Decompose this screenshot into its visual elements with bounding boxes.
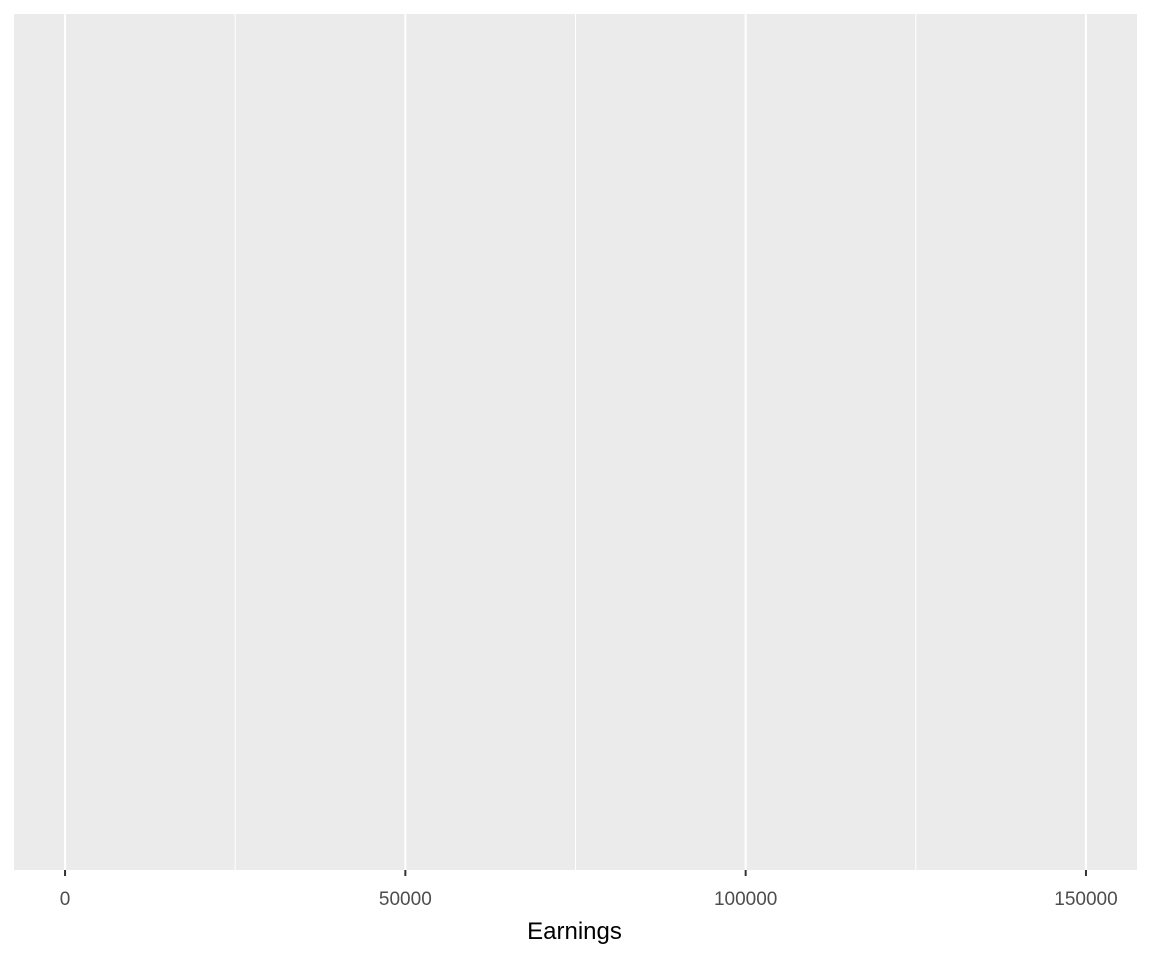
x-tick-label-2: 100000 bbox=[714, 889, 777, 910]
x-axis-ticks bbox=[64, 870, 1087, 876]
x-tick-label-3: 150000 bbox=[1054, 889, 1117, 910]
x-tick-label-1: 50000 bbox=[379, 889, 432, 910]
x-axis-tick-labels: 0 50000 100000 150000 bbox=[60, 889, 1118, 910]
minor-gridlines bbox=[234, 14, 917, 870]
x-axis-title: Earnings bbox=[527, 918, 622, 945]
x-tick-label-0: 0 bbox=[60, 889, 71, 910]
major-gridlines bbox=[64, 14, 1087, 870]
